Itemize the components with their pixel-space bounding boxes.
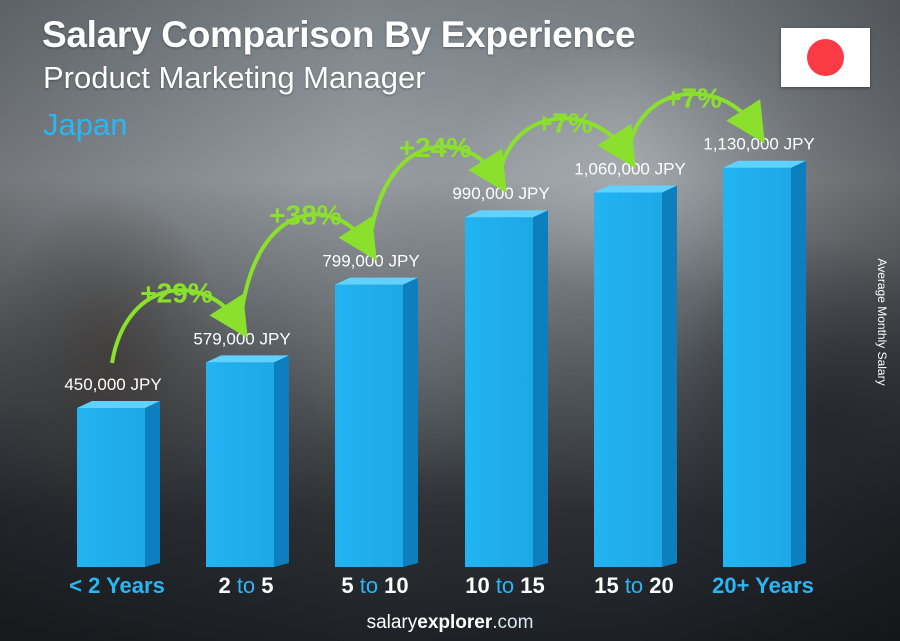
- increase-arrow-2: [368, 144, 507, 240]
- bar-front: [335, 284, 403, 567]
- increase-arrow-0: [110, 288, 248, 364]
- category-label-3: 10 to 15: [465, 573, 545, 598]
- bar-top: [723, 160, 806, 168]
- flag-disc: [807, 39, 844, 76]
- page-title: Salary Comparison By Experience: [42, 14, 636, 55]
- bar-top: [206, 355, 289, 363]
- brand-word-bold: explorer: [417, 612, 493, 633]
- bar-side: [403, 277, 418, 567]
- increase-label-3: +7%: [536, 107, 593, 138]
- bar-side: [533, 210, 548, 567]
- category-label-4: 15 to 20: [594, 573, 674, 598]
- category-label-0: < 2 Years: [69, 573, 165, 598]
- increase-label-1: +38%: [269, 200, 341, 231]
- country-name: Japan: [43, 107, 128, 142]
- category-label-5: 20+ Years: [712, 573, 814, 598]
- bar-front: [206, 362, 274, 567]
- footer-brand[interactable]: salaryexplorer.com: [0, 612, 900, 634]
- brand-tld: .com: [492, 612, 534, 633]
- bar-front: [77, 408, 145, 567]
- increase-arrow-3: [498, 116, 636, 173]
- increase-label-0: +29%: [140, 277, 212, 308]
- bar-4: [594, 185, 677, 567]
- value-label-4: 1,060,000 JPY: [574, 159, 686, 178]
- brand-word: salary: [366, 612, 418, 633]
- value-label-0: 450,000 JPY: [64, 375, 161, 394]
- value-label-2: 799,000 JPY: [322, 252, 419, 271]
- bar-side: [274, 355, 289, 567]
- increase-label-2: +24%: [399, 132, 471, 163]
- bar-top: [465, 210, 548, 218]
- increase-label-4: +7%: [665, 83, 722, 114]
- bar-3: [465, 210, 548, 567]
- bar-1: [206, 355, 289, 567]
- bar-5: [723, 160, 806, 567]
- bar-top: [335, 277, 418, 285]
- bar-front: [594, 192, 662, 567]
- bar-2: [335, 277, 418, 567]
- bar-side: [662, 185, 677, 567]
- value-label-1: 579,000 JPY: [193, 329, 290, 348]
- bar-side: [791, 160, 806, 567]
- bar-front: [465, 217, 533, 567]
- bar-top: [594, 185, 677, 193]
- japan-flag-icon: [781, 28, 870, 87]
- bar-0: [77, 401, 160, 567]
- category-label-2: 5 to 10: [341, 573, 408, 598]
- value-label-5: 1,130,000 JPY: [703, 135, 815, 154]
- bar-top: [77, 401, 160, 408]
- increase-arrow-1: [239, 212, 377, 318]
- bar-side: [145, 401, 160, 567]
- job-title: Product Marketing Manager: [43, 60, 426, 95]
- value-label-3: 990,000 JPY: [452, 184, 549, 203]
- bar-front: [723, 167, 791, 567]
- category-label-1: 2 to 5: [218, 573, 273, 598]
- increase-arrow-4: [627, 91, 765, 148]
